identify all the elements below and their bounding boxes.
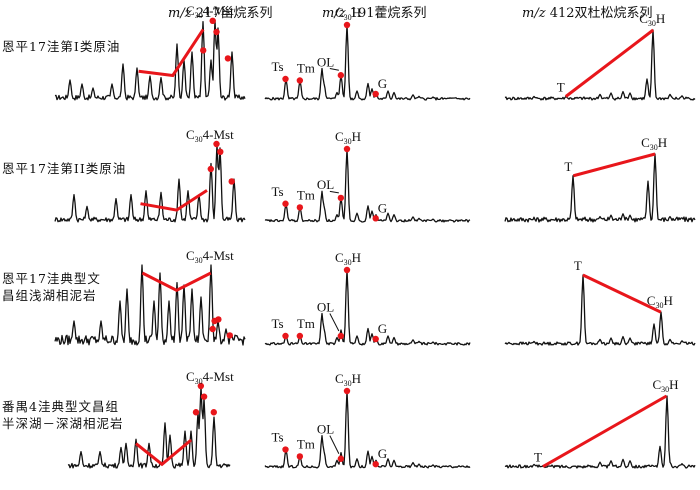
c30-4mst-marker-row1-2 [213, 28, 220, 36]
tm-marker-row3 [296, 332, 304, 340]
bicadinane-trend-line-row4 [542, 394, 668, 468]
hopane-trace-row4 [264, 390, 471, 469]
ts-label-row3: Ts [272, 316, 284, 331]
ol-leader-line-row3 [329, 313, 340, 332]
t-label-row1: T [557, 80, 565, 95]
c30-4mst-label-row1: C304-Mst [186, 3, 234, 20]
c30-4mst-label-row4: C304-Mst [186, 369, 234, 386]
c30h-marker-row3 [343, 266, 351, 274]
sterane-trend-line-row3 [141, 271, 212, 292]
row-label-3: 恩平17洼典型文 昌组浅湖相泥岩 [2, 271, 101, 303]
c30h-label-row4: C30H [335, 371, 361, 388]
ol-leader-line-row1 [329, 68, 339, 71]
bicadinane-trace-row2 [504, 153, 696, 223]
bicadinane-c30h-label-row4: C30H [653, 377, 679, 394]
ts-label-row2: Ts [272, 184, 284, 199]
tm-marker-row4 [296, 453, 304, 460]
ol-marker-row2 [337, 194, 345, 202]
c30h-label-row3: C30H [335, 250, 361, 267]
column-title-m217: m/z 217甾烷系列 [168, 6, 273, 21]
c30-4mst-marker-row4-2 [200, 393, 208, 400]
c30-4mst-marker-row2-3 [207, 165, 214, 173]
g-marker-row4 [372, 460, 379, 468]
c30-4mst-label-row3: C304-Mst [186, 248, 234, 265]
g-marker-row2 [372, 215, 379, 222]
c30-4mst-marker-row1-1 [209, 17, 216, 24]
ol-label-row2: OL [317, 177, 334, 192]
c30-4mst-label-row2: C304-Mst [186, 127, 234, 144]
ts-marker-row4 [282, 446, 289, 453]
c30-4mst-marker-row3-3 [209, 325, 216, 333]
c30h-marker-row2 [343, 145, 351, 153]
c30-4mst-marker-row4-4 [210, 409, 217, 416]
c30h-marker-row1 [343, 21, 351, 29]
ts-label-row4: Ts [272, 430, 284, 445]
c30-4mst-marker-row2-1 [213, 140, 220, 148]
ts-marker-row1 [282, 75, 289, 83]
tm-label-row3: Tm [297, 316, 315, 331]
ol-leader-line-row2 [329, 190, 339, 194]
bicadinane-c30h-label-row3: C30H [647, 293, 673, 310]
bicadinane-trace-row1 [504, 29, 696, 101]
g-label-row4: G [378, 446, 387, 461]
hopane-trace-row2 [264, 148, 471, 223]
bicadinane-c30h-label-row1: C30H [639, 11, 665, 28]
tm-label-row4: Tm [297, 436, 315, 451]
bicadinane-trend-line-row1 [564, 28, 655, 98]
g-marker-row3 [372, 335, 379, 343]
sterane-trend-line-row4 [135, 438, 193, 467]
g-marker-row1 [372, 90, 379, 98]
ts-label-row1: Ts [272, 59, 284, 74]
c30-4mst-marker-row4-1 [197, 382, 205, 390]
bicadinane-trend-line-row2 [573, 152, 656, 178]
c30-4mst-marker-row2-4 [228, 178, 235, 185]
ol-label-row1: OL [317, 54, 334, 69]
t-label-row4: T [534, 450, 542, 465]
tm-label-row2: Tm [297, 187, 315, 202]
c30-4mst-marker-row4-3 [192, 409, 200, 416]
hopane-trace-row3 [264, 269, 471, 346]
ts-marker-row3 [282, 332, 289, 340]
c30-4mst-marker-row3-4 [226, 332, 233, 339]
c30-4mst-marker-row1-3 [200, 47, 207, 54]
ol-leader-line-row4 [329, 435, 340, 454]
t-label-row3: T [574, 258, 582, 273]
row-label-1: 恩平17洼第I类原油 [2, 39, 121, 54]
tm-label-row1: Tm [297, 61, 315, 76]
sterane-trend-line-row2 [140, 189, 208, 212]
row-label-4: 番禺4洼典型文昌组 半深湖－深湖相泥岩 [2, 399, 124, 431]
ol-label-row4: OL [317, 421, 334, 436]
g-label-row2: G [378, 200, 387, 215]
sterane-trace-row2 [54, 143, 246, 223]
c30h-label-row2: C30H [335, 129, 361, 146]
ol-marker-row1 [337, 72, 345, 79]
c30h-label-row1: C30H [335, 5, 361, 22]
sterane-trace-row4 [67, 385, 231, 469]
c30-4mst-marker-row3-2 [215, 316, 222, 323]
bicadinane-trace-row3 [504, 274, 696, 346]
sterane-trend-line-row1 [138, 28, 205, 78]
bicadinane-c30h-label-row2: C30H [641, 135, 667, 152]
g-label-row3: G [378, 321, 387, 336]
row-label-2: 恩平17洼第II类原油 [2, 161, 127, 176]
ts-marker-row2 [282, 200, 289, 207]
g-label-row1: G [378, 76, 387, 91]
sterane-trace-row1 [54, 19, 246, 101]
ol-marker-row4 [337, 455, 345, 462]
tm-marker-row1 [296, 77, 304, 84]
c30h-marker-row4 [343, 387, 351, 395]
bicadinane-trend-line-row3 [582, 273, 662, 314]
t-label-row2: T [564, 159, 572, 174]
column-title-m412: m/z 412双杜松烷系列 [522, 6, 653, 21]
c30-4mst-marker-row1-4 [224, 55, 232, 62]
ol-marker-row3 [337, 332, 345, 340]
ol-label-row3: OL [317, 299, 334, 314]
bicadinane-trace-row4 [504, 395, 696, 469]
hopane-trace-row1 [264, 24, 471, 101]
column-title-m191: m/z 191藿烷系列 [322, 6, 427, 21]
c30-4mst-marker-row2-2 [217, 148, 224, 155]
tm-marker-row2 [296, 204, 304, 211]
